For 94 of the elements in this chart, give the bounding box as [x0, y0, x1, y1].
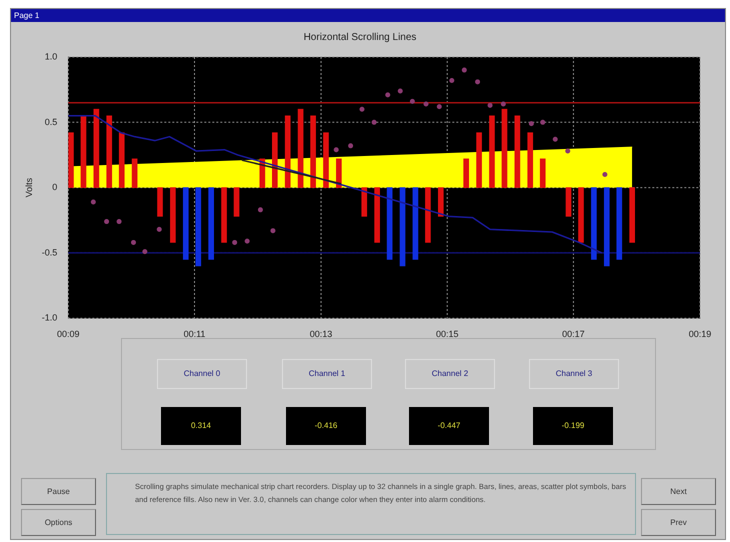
bar [80, 115, 86, 188]
text: -0.416 [286, 407, 366, 445]
bar [591, 187, 597, 260]
point [500, 102, 506, 107]
bar [400, 187, 406, 266]
bar [540, 158, 546, 188]
point [410, 98, 415, 104]
x-tick-label: 00:17 [562, 329, 585, 340]
y-tick-label: 0 [52, 182, 58, 192]
point [359, 106, 364, 112]
point [488, 102, 493, 108]
point [462, 68, 467, 73]
bar [234, 187, 240, 217]
bar [604, 187, 610, 266]
point [424, 102, 429, 107]
bar [502, 108, 508, 188]
text: Channel 3 [529, 359, 619, 389]
x-tick-label: 00:11 [184, 329, 206, 340]
y-tick-label: -1.0 [42, 312, 58, 323]
point [270, 228, 276, 234]
point [258, 207, 263, 212]
bar [94, 108, 100, 188]
text: Channel 0 [157, 359, 247, 389]
point [232, 240, 238, 245]
point [156, 226, 162, 232]
point [436, 104, 442, 110]
chart-title: Horizontal Scrolling Lines [304, 32, 416, 43]
point [130, 240, 136, 245]
bar [438, 187, 444, 217]
bar [195, 187, 202, 266]
bar [476, 132, 482, 188]
bar [489, 115, 495, 188]
bar [68, 132, 74, 188]
x-tick-label: 00:15 [436, 329, 459, 340]
x-tick-label: 00:19 [688, 329, 712, 340]
point [602, 172, 608, 178]
text: 0.314 [161, 407, 241, 445]
bar [157, 187, 163, 217]
bar [463, 158, 470, 188]
bar [106, 115, 112, 188]
point [116, 219, 122, 224]
point [398, 88, 403, 94]
y-tick-label: -0.5 [42, 247, 58, 258]
bar [578, 187, 584, 243]
point [449, 78, 454, 84]
text: Next [641, 478, 716, 505]
bar [374, 187, 380, 243]
bar [336, 158, 342, 188]
point [552, 136, 558, 142]
text: Options [21, 509, 96, 536]
text: Channel 2 [405, 359, 495, 389]
bar [284, 115, 291, 188]
point [244, 238, 250, 244]
y-axis-title: Volts [24, 177, 34, 198]
point [142, 249, 148, 254]
point [528, 121, 534, 126]
bar [527, 132, 534, 188]
text: Pause [21, 478, 96, 505]
text: Prev [641, 509, 716, 536]
text: -0.199 [533, 407, 613, 445]
bar [118, 132, 125, 188]
text: Page 1 [11, 9, 725, 22]
point [90, 199, 96, 204]
bar [298, 108, 304, 188]
bar [514, 115, 520, 188]
y-tick-label: 0.5 [44, 116, 58, 127]
bar [323, 132, 329, 188]
bar [386, 187, 392, 260]
bar [361, 187, 368, 217]
bar [310, 115, 316, 188]
x-tick-label: 00:09 [57, 329, 80, 340]
y-tick-label: 1.0 [44, 51, 58, 62]
bar [272, 132, 278, 188]
point [348, 143, 354, 148]
point [334, 147, 339, 152]
point [104, 219, 110, 224]
bar [208, 187, 214, 260]
point [475, 79, 480, 84]
text: Channel 1 [282, 359, 372, 389]
x-tick-label: 00:13 [310, 329, 332, 340]
bar [629, 187, 635, 243]
point [385, 92, 390, 98]
bar [132, 158, 138, 188]
point [540, 120, 546, 125]
bar [182, 187, 189, 260]
point [565, 148, 570, 154]
bar [425, 187, 431, 243]
point [372, 120, 377, 125]
bar [221, 187, 227, 243]
bar [566, 187, 572, 217]
bar [616, 187, 622, 260]
bar [412, 187, 418, 260]
text: -0.447 [409, 407, 489, 445]
bar [170, 187, 176, 243]
